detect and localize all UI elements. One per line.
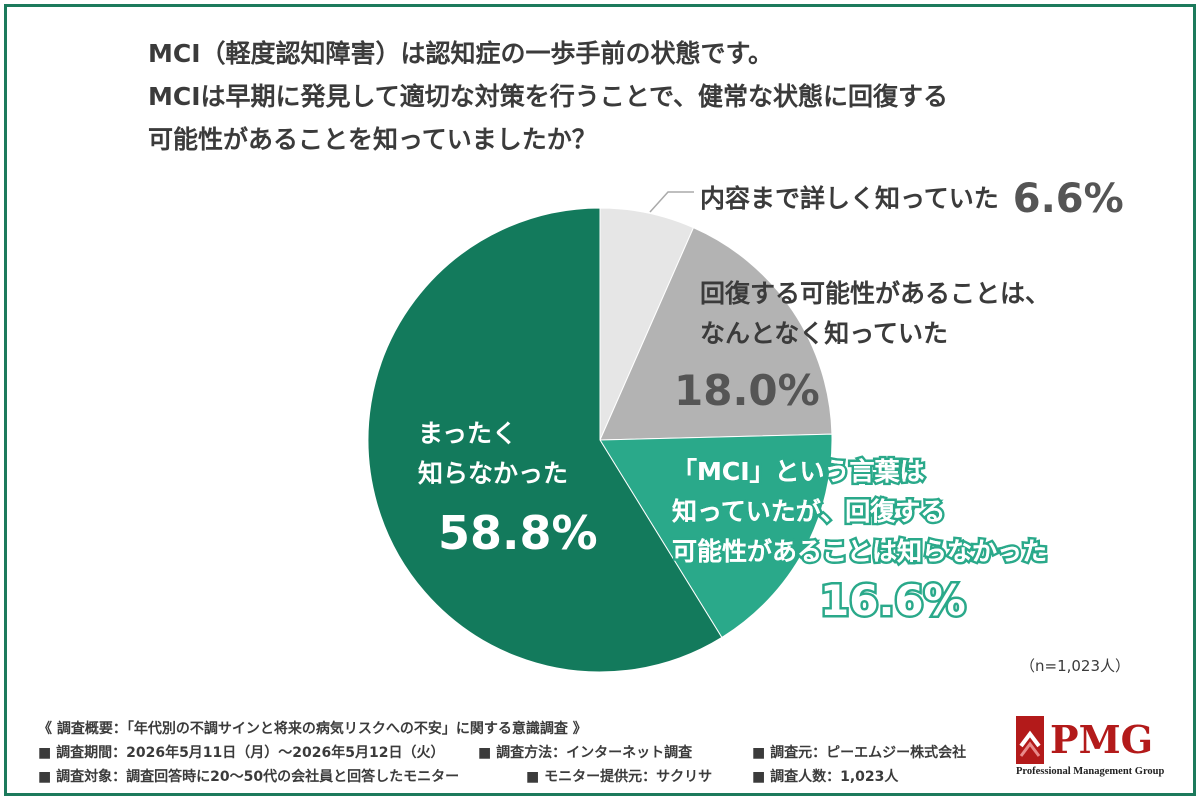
leader-line bbox=[649, 191, 694, 213]
question-line: MCI（軽度認知障害）は認知症の一歩手前の状態です。 bbox=[148, 39, 774, 68]
survey-period: ■ 調査期間：2026年5月11日（月）〜2026年5月12日（火） bbox=[38, 745, 445, 761]
slice-value-label: 6.6% bbox=[1012, 176, 1124, 222]
survey-question: MCI（軽度認知障害）は認知症の一歩手前の状態です。 MCIは早期に発見して適切… bbox=[148, 32, 948, 161]
survey-method: ■ 調査方法：インターネット調査 bbox=[478, 745, 693, 761]
slice-label-detailed: 内容まで詳しく知っていた 6.6% bbox=[700, 176, 1124, 222]
slice-label-text: 「MCI」という言葉は bbox=[669, 455, 927, 489]
pie-slice-2 bbox=[599, 433, 833, 639]
survey-target: ■ 調査対象：調査回答時に20〜50代の会社員と回答したモニター bbox=[38, 769, 460, 785]
slice-label-vaguely: 回復する可能性があることは、 なんとなく知っていた 18.0% bbox=[674, 274, 1051, 415]
slice-label-word-only: 「MCI」という言葉は 知っていたが、回復する 可能性があることは知らなかった … bbox=[669, 452, 1049, 628]
question-line: 可能性があることを知っていましたか？ bbox=[148, 125, 597, 154]
slice-value-label: 16.6% bbox=[817, 574, 968, 628]
slice-value-label: 58.8% bbox=[438, 506, 598, 560]
survey-source: ■ 調査元：ピーエムジー株式会社 bbox=[752, 745, 967, 761]
monitor-provider: ■ モニター提供元：サクリサ bbox=[526, 769, 713, 785]
slice-label-text: まったく bbox=[418, 419, 518, 448]
logo-mark-icon bbox=[1016, 716, 1044, 764]
pie-slice-3 bbox=[367, 207, 723, 673]
logo-text: PMG bbox=[1050, 717, 1154, 762]
slice-label-not-known: まったく 知らなかった 58.8% bbox=[418, 414, 598, 560]
logo-subtitle: Professional Management Group bbox=[1016, 766, 1165, 777]
slice-label-text: 知らなかった bbox=[418, 459, 569, 488]
sample-size: （n=1,023人） bbox=[1020, 657, 1131, 675]
question-line: MCIは早期に発見して適切な対策を行うことで、健常な状態に回復する bbox=[148, 82, 949, 111]
slice-label-text: 可能性があることは知らなかった bbox=[669, 535, 1049, 569]
chart-frame bbox=[4, 4, 1196, 796]
slice-label-text: なんとなく知っていた bbox=[700, 319, 949, 348]
slice-label-text: 回復する可能性があることは、 bbox=[700, 279, 1051, 308]
slice-label-text: 内容まで詳しく知っていた bbox=[700, 184, 999, 213]
slice-value-label: 18.0% bbox=[674, 366, 820, 415]
survey-overview: 《 調査概要：「年代別の不調サインと将来の病気リスクへの不安」に関する意識調査 … bbox=[38, 721, 587, 737]
slice-label-text: 知っていたが、回復する bbox=[669, 495, 947, 529]
respondent-count: ■ 調査人数：1,023人 bbox=[752, 769, 899, 785]
pie-slice-1 bbox=[599, 227, 833, 441]
